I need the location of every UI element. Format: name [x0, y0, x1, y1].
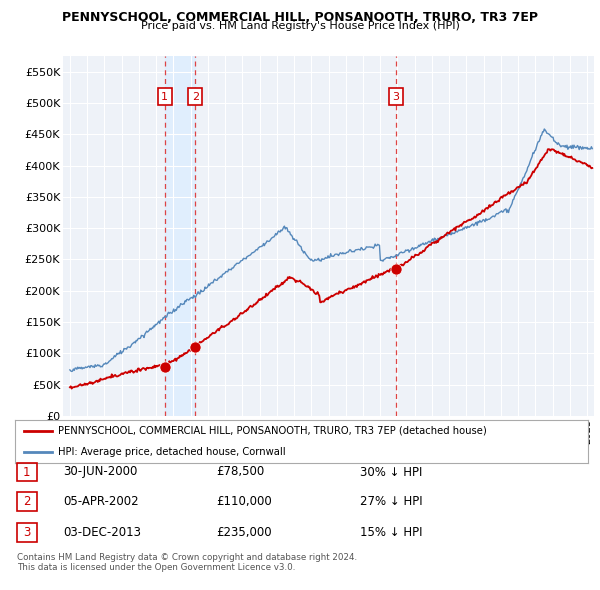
Text: PENNYSCHOOL, COMMERCIAL HILL, PONSANOOTH, TRURO, TR3 7EP (detached house): PENNYSCHOOL, COMMERCIAL HILL, PONSANOOTH…: [58, 426, 487, 436]
Text: 03-DEC-2013: 03-DEC-2013: [63, 526, 141, 539]
Text: 3: 3: [23, 526, 31, 539]
Text: 1: 1: [23, 466, 31, 478]
Text: £78,500: £78,500: [216, 466, 264, 478]
Text: PENNYSCHOOL, COMMERCIAL HILL, PONSANOOTH, TRURO, TR3 7EP: PENNYSCHOOL, COMMERCIAL HILL, PONSANOOTH…: [62, 11, 538, 24]
Text: 1: 1: [161, 91, 168, 101]
Text: £235,000: £235,000: [216, 526, 272, 539]
Text: 27% ↓ HPI: 27% ↓ HPI: [360, 495, 422, 508]
Text: 2: 2: [191, 91, 199, 101]
Text: Contains HM Land Registry data © Crown copyright and database right 2024.: Contains HM Land Registry data © Crown c…: [17, 553, 357, 562]
Text: This data is licensed under the Open Government Licence v3.0.: This data is licensed under the Open Gov…: [17, 563, 295, 572]
Text: HPI: Average price, detached house, Cornwall: HPI: Average price, detached house, Corn…: [58, 447, 286, 457]
Text: 15% ↓ HPI: 15% ↓ HPI: [360, 526, 422, 539]
Bar: [165, 56, 195, 416]
Text: 30-JUN-2000: 30-JUN-2000: [63, 466, 137, 478]
Text: 05-APR-2002: 05-APR-2002: [63, 495, 139, 508]
Text: £110,000: £110,000: [216, 495, 272, 508]
Text: Price paid vs. HM Land Registry's House Price Index (HPI): Price paid vs. HM Land Registry's House …: [140, 21, 460, 31]
Text: 2: 2: [23, 495, 31, 508]
Text: 30% ↓ HPI: 30% ↓ HPI: [360, 466, 422, 478]
Text: 3: 3: [392, 91, 400, 101]
